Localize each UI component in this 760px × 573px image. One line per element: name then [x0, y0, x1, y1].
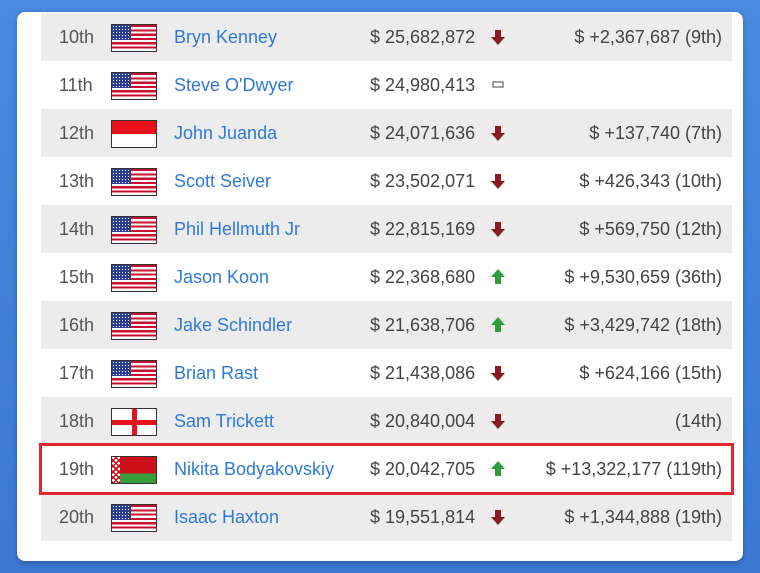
- earnings-change: (14th): [674, 410, 722, 431]
- rank-label: 12th: [59, 122, 95, 143]
- earnings-amount: $ 24,071,636: [370, 122, 476, 143]
- table-row: 19th Nikita Bodyakovskiy $ 20,042,705 $ +13…: [39, 443, 734, 495]
- player-name-link[interactable]: Jake Schindler: [174, 314, 293, 335]
- earnings-amount: $ 24,980,413: [370, 74, 476, 95]
- earnings-amount: $ 23,502,071: [370, 170, 476, 191]
- player-name-link[interactable]: Nikita Bodyakovskiy: [174, 458, 335, 479]
- flag-us-icon: [111, 72, 157, 100]
- flag-en-icon: [111, 408, 157, 436]
- player-name-link[interactable]: Bryn Kenney: [174, 26, 278, 47]
- flag-us-icon: [111, 168, 157, 196]
- flag-us-icon: [111, 312, 157, 340]
- earnings-change: $ +624,166 (15th): [579, 362, 722, 383]
- flag-by-icon: [111, 456, 157, 484]
- earnings-change: $ +137,740 (7th): [589, 122, 722, 143]
- trend-down-icon: [489, 124, 507, 142]
- earnings-amount: $ 20,840,004: [370, 410, 476, 431]
- rank-label: 13th: [59, 170, 95, 191]
- trend-same-icon: [489, 76, 507, 94]
- table-row: 11th Steve O'Dwyer $ 24,980,413: [41, 61, 732, 109]
- earnings-change: $ +1,344,888 (19th): [564, 506, 722, 527]
- player-name-link[interactable]: Scott Seiver: [174, 170, 272, 191]
- rank-label: 20th: [59, 506, 95, 527]
- earnings-amount: $ 21,438,086: [370, 362, 476, 383]
- player-name-link[interactable]: Isaac Haxton: [174, 506, 280, 527]
- trend-down-icon: [489, 28, 507, 46]
- earnings-amount: $ 21,638,706: [370, 314, 476, 335]
- table-row: 15th Jason Koon $ 22,368,680 $ +9,530,659 (…: [41, 253, 732, 301]
- flag-us-icon: [111, 504, 157, 532]
- player-name-link[interactable]: Phil Hellmuth Jr: [174, 218, 301, 239]
- rank-label: 19th: [59, 458, 95, 479]
- trend-up-icon: [489, 268, 507, 286]
- player-name-link[interactable]: John Juanda: [174, 122, 278, 143]
- trend-up-icon: [489, 316, 507, 334]
- table-row: 10th Bryn Kenney $ 25,682,872 $ +2,367,687 …: [41, 13, 732, 61]
- earnings-amount: $ 19,551,814: [370, 506, 476, 527]
- trend-down-icon: [489, 172, 507, 190]
- flag-id-icon: [111, 120, 157, 148]
- flag-us-icon: [111, 24, 157, 52]
- trend-up-icon: [489, 460, 507, 478]
- player-name-link[interactable]: Jason Koon: [174, 266, 270, 287]
- player-name-link[interactable]: Sam Trickett: [174, 410, 275, 431]
- rank-label: 16th: [59, 314, 95, 335]
- trend-down-icon: [489, 364, 507, 382]
- player-name-link[interactable]: Brian Rast: [174, 362, 259, 383]
- trend-down-icon: [489, 508, 507, 526]
- rank-label: 18th: [59, 410, 95, 431]
- table-row: 14th Phil Hellmuth Jr $ 22,815,169 $ +569,7…: [41, 205, 732, 253]
- rank-label: 10th: [59, 26, 95, 47]
- earnings-amount: $ 22,815,169: [370, 218, 476, 239]
- earnings-change: $ +3,429,742 (18th): [564, 314, 722, 335]
- table-row: 13th Scott Seiver $ 23,502,071 $ +426,343 (…: [41, 157, 732, 205]
- earnings-change: $ +2,367,687 (9th): [574, 26, 722, 47]
- earnings-change: $ +9,530,659 (36th): [564, 266, 722, 287]
- player-name-link[interactable]: Steve O'Dwyer: [174, 74, 294, 95]
- table-row: 17th Brian Rast $ 21,438,086 $ +624,166 (15…: [41, 349, 732, 397]
- trend-down-icon: [489, 220, 507, 238]
- earnings-change: $ +426,343 (10th): [579, 170, 722, 191]
- table-row: 20th Isaac Haxton $ 19,551,814 $ +1,344,888…: [41, 493, 732, 541]
- table-row: 12th John Juanda $ 24,071,636 $ +137,740 (7…: [41, 109, 732, 157]
- earnings-amount: $ 22,368,680: [370, 266, 476, 287]
- rankings-table: 10th Bryn Kenney $ 25,682,872 $ +2,367,687 …: [39, 13, 734, 541]
- table-row: 18th Sam Trickett $ 20,840,004 (14th): [41, 397, 732, 445]
- earnings-change: $ +569,750 (12th): [579, 218, 722, 239]
- table-row: 16th Jake Schindler $ 21,638,706 $ +3,429,7…: [41, 301, 732, 349]
- flag-us-icon: [111, 264, 157, 292]
- rank-label: 15th: [59, 266, 95, 287]
- earnings-amount: $ 25,682,872: [370, 26, 476, 47]
- rank-label: 17th: [59, 362, 95, 383]
- rankings-card: 10th Bryn Kenney $ 25,682,872 $ +2,367,687 …: [17, 12, 743, 561]
- rank-label: 11th: [59, 74, 93, 95]
- flag-us-icon: [111, 360, 157, 388]
- earnings-change: $ +13,322,177 (119th): [545, 458, 722, 479]
- rank-label: 14th: [59, 218, 95, 239]
- flag-us-icon: [111, 216, 157, 244]
- earnings-amount: $ 20,042,705: [370, 458, 476, 479]
- trend-down-icon: [489, 412, 507, 430]
